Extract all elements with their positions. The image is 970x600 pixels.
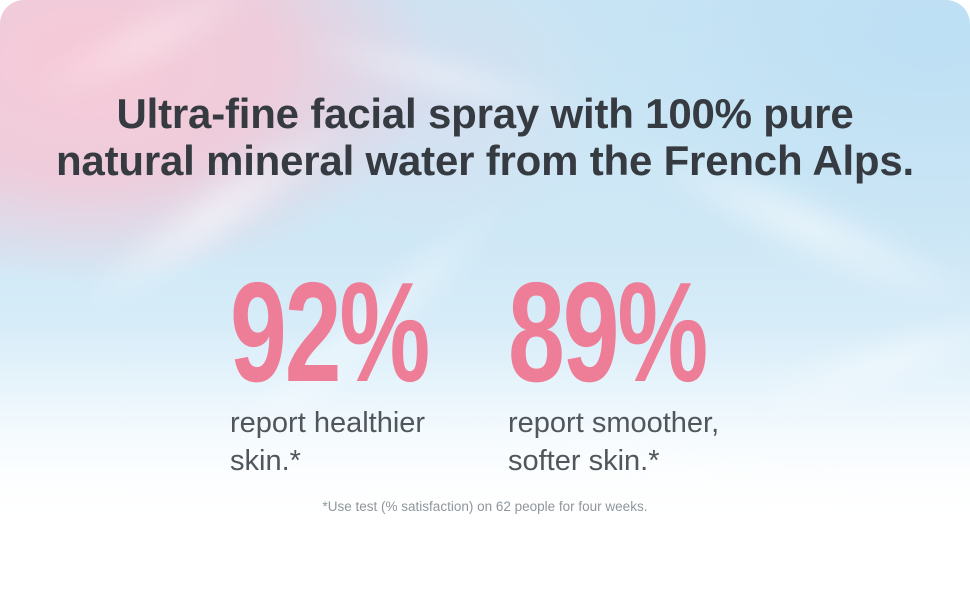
footnote: *Use test (% satisfaction) on 62 people …: [322, 499, 648, 514]
stat-caption-smoother-line-1: report smoother,: [508, 407, 720, 439]
stat-value-89: 89%: [508, 253, 708, 412]
stat-caption-smoother-line-2: softer skin.*: [508, 445, 660, 477]
stat-healthier-skin: 92% report healthier skin.*: [230, 262, 505, 480]
stat-caption-healthier-line-2: skin.*: [230, 445, 301, 477]
stat-caption-smoother: report smoother, softer skin.*: [508, 404, 783, 480]
stat-caption-healthier: report healthier skin.*: [230, 404, 505, 480]
headline-line-2: natural mineral water from the French Al…: [55, 137, 915, 184]
headline: Ultra-fine facial spray with 100% pure n…: [0, 90, 970, 184]
stat-caption-healthier-line-1: report healthier: [230, 407, 426, 439]
stat-smoother-skin: 89% report smoother, softer skin.*: [508, 262, 783, 480]
stat-value-92: 92%: [230, 253, 430, 412]
headline-line-1: Ultra-fine facial spray with 100% pure: [116, 90, 854, 137]
